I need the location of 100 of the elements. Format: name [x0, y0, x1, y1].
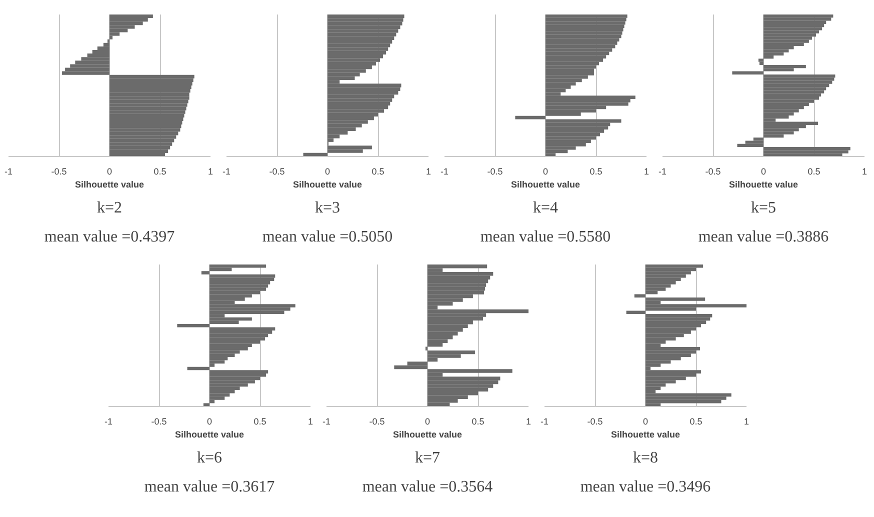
- bar: [764, 78, 834, 81]
- bar: [110, 138, 174, 142]
- text: mean value =0.3564: [362, 478, 493, 496]
- x-tick-label: 1: [862, 166, 868, 176]
- x-tick-label: -0.5: [705, 166, 721, 176]
- bar: [110, 96, 190, 100]
- bar: [328, 54, 384, 58]
- bar: [110, 103, 188, 107]
- x-axis-title: Silhouette value: [392, 430, 462, 440]
- bar: [546, 96, 636, 100]
- bar: [634, 294, 646, 298]
- bar: [764, 147, 850, 150]
- x-tick-label: -1: [222, 166, 231, 176]
- x-tick-label: -1: [4, 166, 13, 176]
- bar: [328, 29, 398, 33]
- bar: [428, 272, 494, 276]
- x-tick-label: 1: [208, 166, 214, 176]
- text: mean value =0.3617: [144, 478, 275, 496]
- bar: [65, 68, 110, 72]
- bar: [328, 50, 386, 55]
- bar: [428, 376, 500, 380]
- bar: [546, 52, 610, 56]
- bar: [764, 36, 812, 40]
- bar: [759, 62, 764, 65]
- text: mean value =0.4397: [44, 228, 175, 246]
- bar: [646, 304, 746, 308]
- bar: [764, 14, 834, 18]
- bar: [546, 102, 628, 106]
- x-tick-label: 0.5: [472, 416, 484, 426]
- x-axis-title: Silhouette value: [510, 180, 580, 190]
- bar: [428, 309, 528, 314]
- bar: [328, 14, 404, 18]
- bar: [328, 44, 390, 48]
- bar: [328, 25, 400, 30]
- text: k=4: [532, 200, 558, 216]
- bar: [428, 286, 486, 291]
- bar: [110, 14, 153, 18]
- x-tick-label: 0: [760, 166, 766, 176]
- x-tick-label: -0.5: [487, 166, 503, 176]
- text: k=5: [750, 200, 776, 216]
- x-tick-label: -0.5: [269, 166, 285, 176]
- bar: [764, 150, 848, 154]
- bar: [646, 370, 702, 374]
- bar: [626, 310, 646, 314]
- bar: [328, 65, 372, 70]
- bar: [201, 271, 210, 274]
- bar: [110, 135, 176, 139]
- bar: [394, 365, 428, 370]
- text: k=3: [314, 200, 340, 216]
- bar: [210, 317, 252, 321]
- bar: [646, 314, 712, 318]
- bar: [646, 264, 704, 268]
- bar: [546, 31, 622, 35]
- bar: [210, 278, 274, 282]
- bar: [428, 316, 484, 321]
- x-tick-label: 0.5: [254, 416, 266, 426]
- bar: [210, 304, 296, 308]
- bar: [328, 109, 384, 113]
- x-tick-label: 0: [206, 416, 212, 426]
- bar: [110, 74, 194, 78]
- x-tick-label: 0: [324, 166, 330, 176]
- bar: [546, 65, 596, 69]
- bar: [764, 18, 832, 21]
- x-axis-title: Silhouette value: [292, 180, 362, 190]
- bar: [428, 369, 512, 373]
- bar: [428, 350, 475, 354]
- bar: [764, 90, 824, 94]
- bar: [428, 279, 488, 284]
- x-tick-label: 0: [106, 166, 112, 176]
- bar: [764, 122, 818, 125]
- x-tick-label: -1: [540, 416, 549, 426]
- x-tick-label: -0.5: [587, 416, 603, 426]
- bar: [110, 100, 188, 104]
- x-axis-title: Silhouette value: [610, 430, 680, 440]
- bar: [428, 380, 498, 384]
- bar: [758, 58, 764, 62]
- text: mean value =0.5050: [262, 228, 393, 246]
- text: k=8: [632, 450, 658, 466]
- bar: [646, 347, 700, 350]
- bar: [764, 96, 820, 100]
- bar: [110, 142, 172, 146]
- bar: [428, 276, 490, 280]
- x-tick-label: 1: [308, 416, 314, 426]
- x-axis-title: Silhouette value: [74, 180, 144, 190]
- bar: [210, 360, 225, 364]
- x-tick-label: -0.5: [51, 166, 67, 176]
- bar: [62, 71, 110, 75]
- bar: [764, 27, 822, 30]
- bar: [328, 94, 394, 98]
- bar: [328, 98, 392, 102]
- bar: [210, 274, 276, 278]
- x-tick-label: -1: [658, 166, 667, 176]
- bar: [210, 327, 276, 331]
- x-tick-label: 0.5: [690, 416, 702, 426]
- bar: [646, 393, 732, 397]
- x-tick-label: 0: [424, 416, 430, 426]
- text: k=2: [96, 200, 122, 216]
- bar: [546, 136, 596, 140]
- x-tick-label: -1: [440, 166, 449, 176]
- x-tick-label: 0.5: [154, 166, 166, 176]
